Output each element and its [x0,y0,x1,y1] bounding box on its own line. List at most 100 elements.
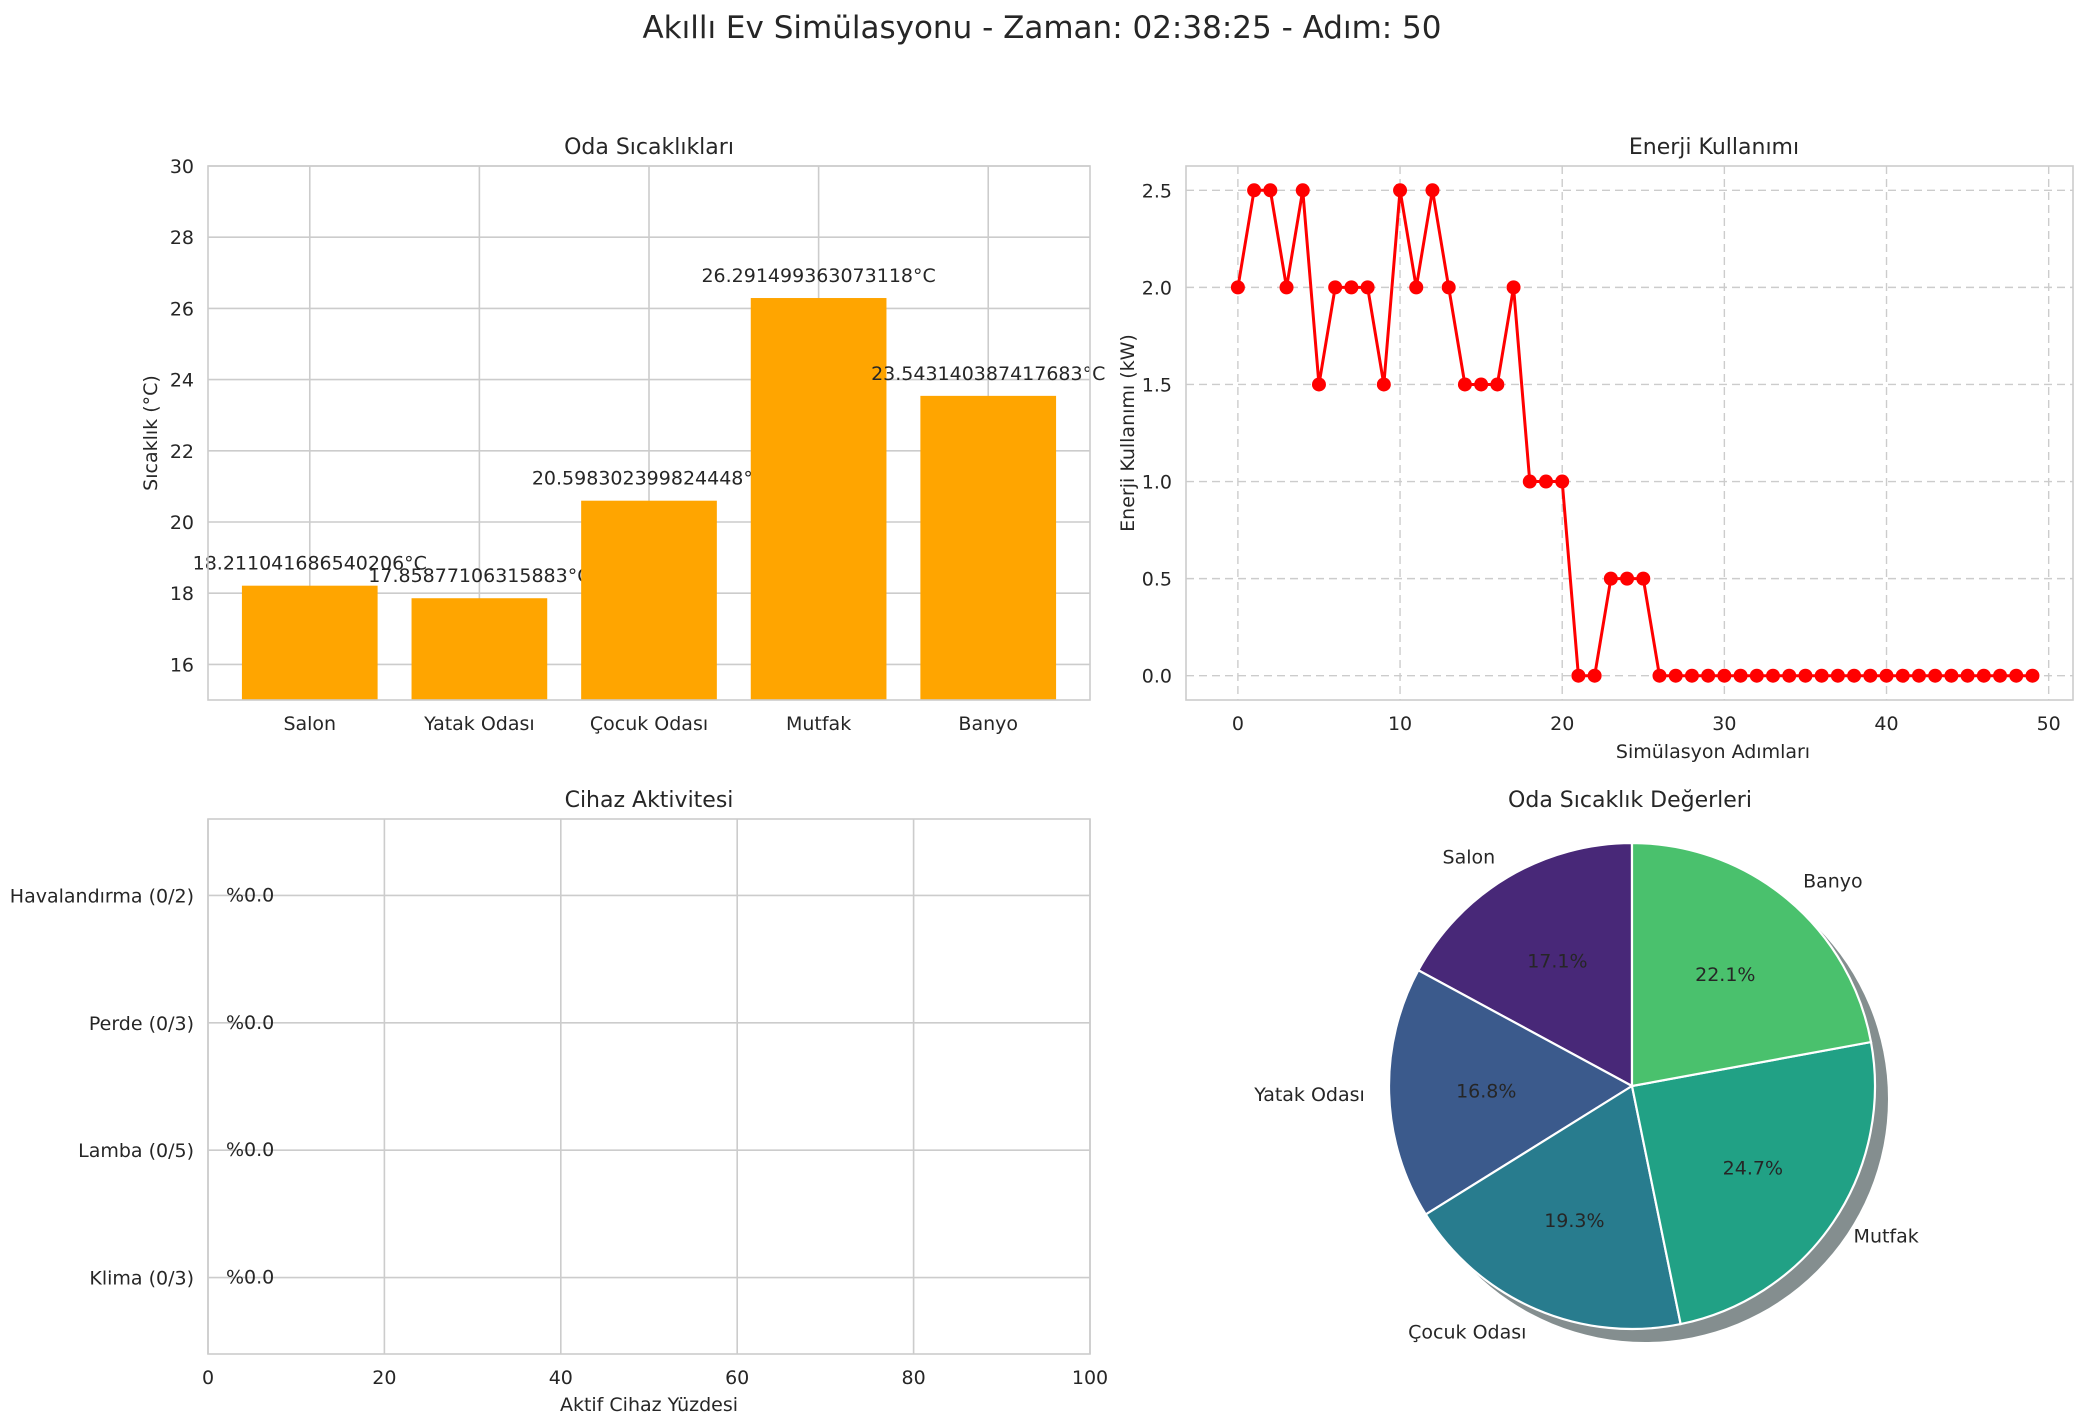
bar [581,500,717,700]
x-tick-label: 10 [1388,713,1412,735]
data-point [1344,280,1359,295]
x-tick-label: 100 [1072,1367,1108,1389]
x-tick-label: 50 [2037,713,2061,735]
y-tick-label: 0.0 [1142,666,1172,688]
pie-label: Banyo [1803,871,1863,893]
x-tick-label: Yatak Odası [423,713,535,735]
data-point [1393,183,1408,198]
bar-value-label: 18.211041686540206°C [193,553,427,575]
data-point [1295,183,1310,198]
x-tick-label: Mutfak [786,713,851,735]
pie-slice [1630,1040,1877,1326]
pie-label: Yatak Odası [1253,1084,1365,1106]
bar-value-label: %0.0 [226,884,274,906]
data-point [1684,668,1699,683]
pie-label: Salon [1443,846,1496,868]
y-tick-label: Perde (0/3) [89,1013,194,1035]
data-point [1409,280,1424,295]
data-point [1279,280,1294,295]
y-tick-label: Havalandırma (0/2) [10,885,194,907]
bar-value-label: %0.0 [226,1267,274,1289]
data-point [1976,668,1991,683]
pie-slice [1387,968,1635,1217]
data-point [1425,183,1440,198]
y-tick-label: 30 [170,156,194,178]
data-point [1636,571,1651,586]
data-point [1376,377,1391,392]
data-point [1571,668,1586,683]
y-tick-label: 1.0 [1142,472,1172,494]
bar-value-label: 23.543140387417683°C [871,363,1105,385]
data-point [1733,668,1748,683]
x-tick-label: Salon [283,713,336,735]
pie-slice [1630,841,1873,1088]
plot-frame [207,165,1091,701]
data-point [1814,668,1829,683]
device-activity-bar-chart: Cihaz Aktivitesi Aktif Cihaz Yüzdesi 0 20… [10,788,1108,1416]
y-tick-label: 28 [170,227,194,249]
bar-value-label: 20.598302399824448°C [532,468,766,490]
bar [411,598,548,700]
data-point [1311,377,1326,392]
data-point [1960,668,1975,683]
x-tick-label: 40 [549,1367,573,1389]
data-point [1620,571,1635,586]
data-point [1895,668,1910,683]
pie-percent-label: 17.1% [1527,951,1587,973]
pie-percent-label: 22.1% [1695,964,1755,986]
y-tick-label: Klima (0/3) [89,1268,194,1290]
bar-value-label: 26.291499363073118°C [701,265,935,287]
x-axis-label: Simülasyon Adımları [1616,741,1810,763]
data-point [1766,668,1781,683]
data-point [1328,280,1343,295]
data-point [1993,668,2008,683]
bar [241,585,378,700]
chart-title: Enerji Kullanımı [1629,135,1799,160]
chart-title: Oda Sıcaklık Değerleri [1508,788,1752,813]
data-point [1538,474,1553,489]
data-point [1717,668,1732,683]
data-point [1603,571,1618,586]
energy-usage-line-chart: Enerji Kullanımı Simülasyon Adımları Ene… [1117,135,2074,763]
x-tick-label: 80 [902,1367,926,1389]
chart-title: Cihaz Aktivitesi [565,788,734,813]
y-tick-label: 1.5 [1142,374,1172,396]
bar [750,298,887,700]
data-point [1230,280,1245,295]
room-temperature-bar-chart: Oda Sıcaklıkları Sıcaklık (°C) 16 18 20 22 2… [140,135,1105,735]
data-point [1798,668,1813,683]
plot-frame [207,818,1091,1355]
room-temperature-pie-chart: Oda Sıcaklık Değerleri Salon 17.1% Yatak O… [1253,788,1919,1344]
x-tick-label: 60 [725,1367,749,1389]
data-point [1830,668,1845,683]
bar-value-label: %0.0 [226,1139,274,1161]
y-axis-label: Sıcaklık (°C) [140,375,162,491]
x-tick-label: Banyo [958,713,1018,735]
data-point [1474,377,1489,392]
y-tick-label: 24 [170,370,194,392]
data-point [1441,280,1456,295]
x-tick-label: 20 [372,1367,396,1389]
pie-slice [1424,1084,1682,1331]
data-point [2025,668,2040,683]
x-tick-label: 0 [202,1367,214,1389]
y-tick-label: 0.5 [1142,569,1172,591]
x-tick-label: 30 [1712,713,1736,735]
y-tick-label: 20 [170,512,194,534]
y-tick-label: 18 [170,583,194,605]
data-point [1749,668,1764,683]
bar [920,395,1057,700]
data-point [1879,668,1894,683]
plot-frame [1185,165,2074,701]
series-line [1236,188,2033,678]
chart-title: Oda Sıcaklıkları [564,135,734,160]
bar-value-label: 17.85877106315883°C [368,565,590,587]
bar-value-label: %0.0 [226,1012,274,1034]
pie-label: Mutfak [1854,1226,1919,1248]
pie-slice [1416,841,1634,1088]
data-point [1701,668,1716,683]
y-tick-label: 16 [170,654,194,676]
data-point [1863,668,1878,683]
data-point [1944,668,1959,683]
